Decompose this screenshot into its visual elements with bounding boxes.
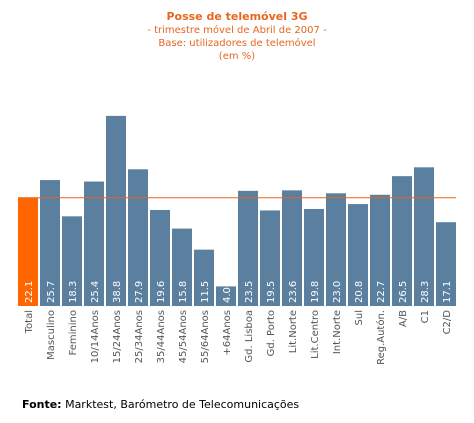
value-label-15: 23.0	[332, 281, 343, 303]
bar-19	[414, 167, 434, 306]
value-label-5: 38.8	[112, 281, 123, 303]
value-label-20: 17.1	[442, 281, 453, 303]
category-label-11: Gd. Lisboa	[244, 310, 255, 363]
bar-7	[150, 209, 170, 306]
value-label-11: 23.5	[244, 281, 255, 303]
category-label-19: C1	[420, 310, 431, 323]
source-label: Fonte:	[22, 398, 62, 411]
value-label-9: 11.5	[200, 281, 211, 303]
value-label-7: 19.6	[156, 281, 167, 303]
category-label-8: 45/54Anos	[178, 310, 189, 363]
chart-subtitle-3: (em %)	[218, 51, 256, 62]
bar-14	[304, 208, 324, 306]
chart-titles: Posse de telemóvel 3G - trimestre móvel …	[0, 10, 474, 63]
category-label-5: 15/24Anos	[112, 310, 123, 363]
category-label-2: Masculino	[46, 310, 57, 360]
value-label-8: 15.8	[178, 281, 189, 303]
bar-2	[40, 180, 60, 306]
value-label-2: 25.7	[46, 281, 57, 303]
category-label-17: Reg.Autón.	[375, 310, 387, 365]
category-label-9: 55/64Anos	[200, 310, 211, 363]
bar-18	[392, 176, 412, 306]
bar-6	[128, 169, 148, 306]
value-label-13: 23.6	[288, 281, 299, 303]
bar-11	[238, 190, 258, 306]
category-label-20: C2/D	[442, 310, 453, 335]
value-label-4: 25.4	[90, 281, 101, 303]
category-label-14: Lit.Centro	[310, 310, 321, 359]
bar-16	[348, 204, 368, 306]
chart-subtitle-2: Base: utilizadores de telemóvel	[158, 38, 316, 49]
chart-subtitle-1: - trimestre móvel de Abril de 2007 -	[147, 25, 327, 36]
category-label-12: Gd. Porto	[266, 310, 277, 356]
value-label-17: 22.7	[376, 281, 387, 303]
value-label-12: 19.5	[266, 281, 277, 303]
value-label-3: 18.3	[68, 281, 79, 303]
value-label-16: 20.8	[354, 281, 365, 303]
bar-12	[260, 210, 280, 306]
chart-title: Posse de telemóvel 3G	[166, 10, 308, 23]
category-label-4: 10/14Anos	[90, 310, 101, 363]
source-note: Fonte: Marktest, Barómetro de Telecomuni…	[22, 398, 299, 411]
value-label-1: 22.1	[24, 281, 35, 303]
category-label-1: Total	[24, 310, 35, 334]
value-label-18: 26.5	[398, 281, 409, 303]
bar-20	[436, 222, 456, 306]
bar-9	[194, 249, 214, 306]
category-label-10: +64Anos	[222, 310, 233, 356]
category-label-15: Int.Norte	[332, 310, 343, 354]
bar-3	[62, 216, 82, 306]
bar-5	[106, 115, 126, 306]
value-label-19: 28.3	[420, 281, 431, 303]
bar-13	[282, 190, 302, 306]
category-label-13: Lit.Norte	[288, 310, 299, 353]
source-text: Marktest, Barómetro de Telecomunicações	[61, 398, 300, 411]
value-label-6: 27.9	[134, 281, 145, 303]
category-label-7: 35/44Anos	[156, 310, 167, 363]
value-label-14: 19.8	[310, 281, 321, 303]
category-label-16: Sul	[354, 310, 365, 325]
bar-10	[216, 286, 236, 306]
category-label-18: A/B	[398, 310, 409, 327]
value-label-10: 4.0	[222, 287, 233, 303]
bar-17	[370, 194, 390, 306]
bar-1	[18, 197, 38, 306]
bar-4	[84, 181, 104, 306]
category-label-6: 25/34Anos	[134, 310, 145, 363]
category-label-3: Feminino	[68, 310, 79, 355]
bar-8	[172, 228, 192, 306]
bar-15	[326, 193, 346, 306]
